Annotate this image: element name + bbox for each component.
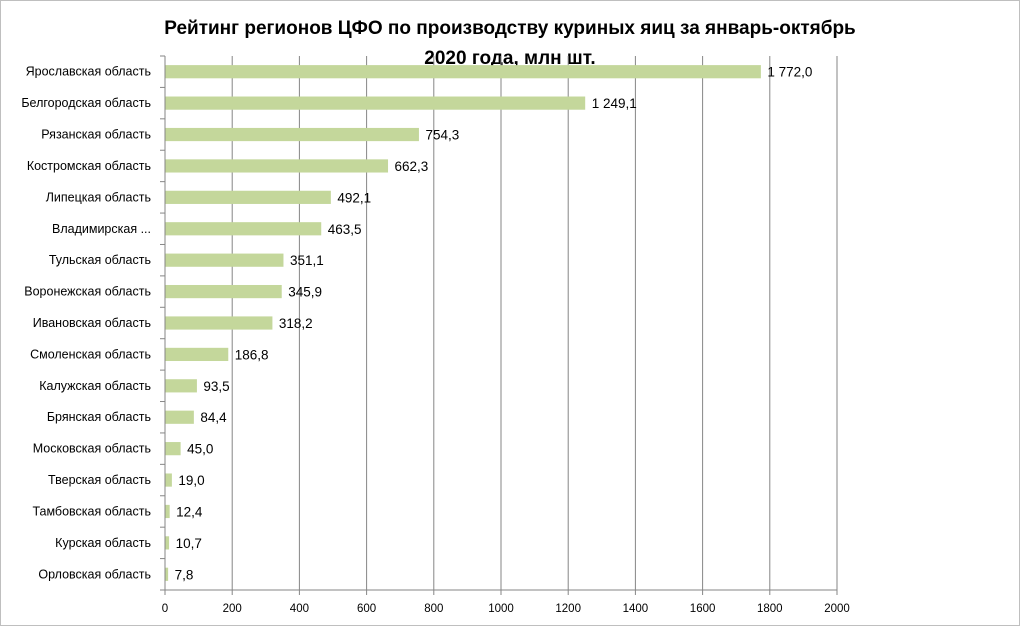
data-label: 662,3 (395, 159, 429, 174)
bar (165, 96, 586, 110)
data-label: 19,0 (178, 473, 204, 488)
data-label: 10,7 (176, 536, 202, 551)
category-label: Калужская область (39, 379, 151, 393)
category-label: Брянская область (47, 410, 151, 424)
category-label: Тверская область (48, 473, 151, 487)
x-tick-label: 400 (290, 603, 309, 615)
bar (165, 410, 194, 424)
category-label: Липецкая область (46, 190, 151, 204)
data-label: 1 249,1 (592, 96, 637, 111)
bar (165, 190, 331, 204)
data-label: 7,8 (175, 567, 194, 582)
data-label: 93,5 (203, 379, 229, 394)
category-label: Рязанская область (41, 128, 151, 142)
data-label: 754,3 (425, 128, 459, 143)
data-label: 1 772,0 (767, 65, 812, 80)
data-label: 45,0 (187, 442, 213, 457)
x-tick-label: 1000 (488, 603, 514, 615)
chart-title-line-2: 2020 года, млн шт. (424, 48, 595, 69)
x-tick-label: 1600 (690, 603, 716, 615)
category-label: Ивановская область (33, 316, 151, 330)
x-tick-label: 600 (357, 603, 376, 615)
x-tick-label: 0 (162, 603, 168, 615)
data-label: 12,4 (176, 504, 203, 519)
chart-title-line-1: Рейтинг регионов ЦФО по производству кур… (164, 18, 856, 39)
bar (165, 316, 273, 330)
bar (165, 65, 761, 79)
data-label: 492,1 (337, 190, 371, 205)
bar (165, 347, 229, 362)
x-tick-label: 2000 (824, 603, 850, 615)
axes (160, 55, 838, 595)
bars (165, 65, 761, 581)
x-tick-label: 800 (424, 603, 443, 615)
gridlines (231, 56, 838, 590)
category-label: Костромская область (27, 159, 151, 173)
category-label: Владимирская ... (52, 222, 151, 236)
category-label: Ярославская область (26, 65, 151, 79)
data-label: 318,2 (279, 316, 313, 331)
bar (165, 567, 169, 581)
bar (165, 222, 322, 236)
bar (165, 159, 389, 173)
data-label: 345,9 (288, 285, 322, 300)
bar (165, 536, 170, 550)
bar (165, 127, 419, 142)
category-label: Курская область (55, 536, 151, 550)
category-label: Белгородская область (21, 96, 151, 110)
x-tick-label: 1400 (623, 603, 649, 615)
data-label: 186,8 (235, 347, 269, 362)
data-label: 463,5 (328, 222, 362, 237)
bar (165, 473, 172, 487)
bar (165, 504, 170, 519)
category-label: Тамбовская область (32, 504, 151, 518)
bar (165, 442, 181, 456)
category-label: Орловская область (38, 567, 151, 581)
category-label: Смоленская область (30, 347, 151, 361)
x-tick-label: 1800 (757, 603, 783, 615)
labels: 0 200 400 600 800 1000 1200 1400 1600 1800 2000 Яро… (21, 65, 849, 615)
bar (165, 253, 284, 267)
data-label: 351,1 (290, 253, 324, 268)
x-tick-label: 200 (223, 603, 242, 615)
bar (165, 284, 282, 299)
x-tick-label: 1200 (555, 603, 581, 615)
data-label: 84,4 (200, 410, 227, 425)
bar (165, 379, 197, 393)
category-label: Московская область (33, 442, 151, 456)
category-label: Тульская область (49, 253, 151, 267)
category-label: Воронежская область (24, 285, 151, 299)
